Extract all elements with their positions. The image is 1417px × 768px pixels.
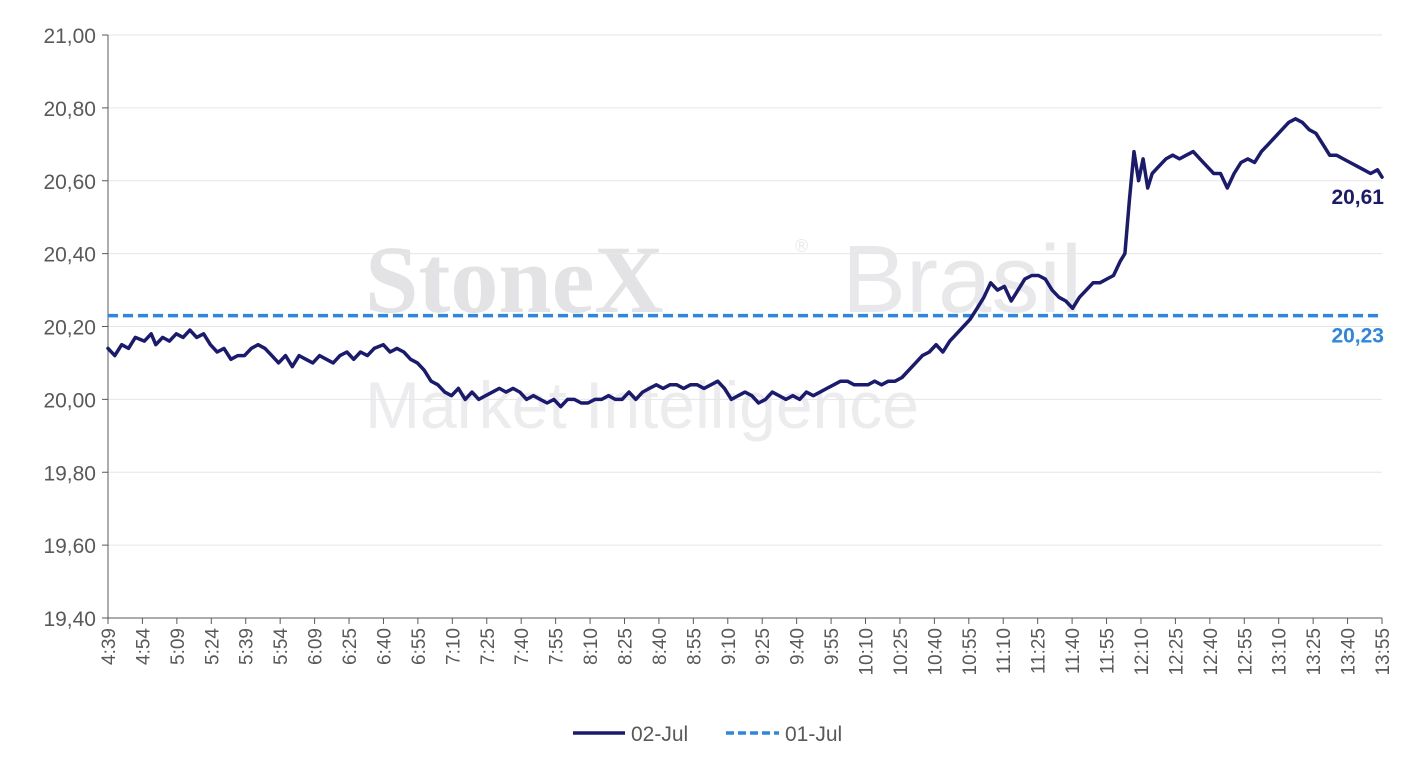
x-tick-label: 5:09 bbox=[168, 628, 189, 665]
watermark-tagline: Market Intelligence bbox=[365, 368, 919, 442]
x-tick-label: 8:10 bbox=[581, 628, 602, 665]
x-tick-label: 8:40 bbox=[650, 628, 671, 665]
data-label-01-jul: 20,23 bbox=[1331, 325, 1384, 348]
legend: 02-Jul 01-Jul bbox=[573, 723, 842, 746]
x-tick-label: 4:54 bbox=[133, 628, 154, 665]
x-tick-label: 9:55 bbox=[822, 628, 843, 665]
series-02-jul-line bbox=[106, 117, 1384, 409]
data-label-02-jul: 20,61 bbox=[1331, 186, 1384, 209]
x-tick-label: 6:40 bbox=[374, 628, 395, 665]
watermark-registered: ® bbox=[795, 236, 808, 256]
y-tick-label: 20,00 bbox=[43, 389, 96, 412]
x-tick-label: 10:40 bbox=[925, 628, 946, 676]
grid-lines bbox=[108, 34, 1382, 546]
x-tick-label: 9:25 bbox=[753, 628, 774, 665]
x-tick-label: 12:40 bbox=[1201, 628, 1222, 676]
x-tick-label: 7:40 bbox=[512, 628, 533, 665]
x-tick-label: 5:54 bbox=[271, 628, 292, 665]
y-tick-label: 20,40 bbox=[43, 244, 96, 267]
y-tick-label: 20,80 bbox=[43, 98, 96, 121]
y-tick-label: 21,00 bbox=[43, 25, 96, 48]
x-tick-label: 8:55 bbox=[684, 628, 705, 665]
x-tick-label: 12:55 bbox=[1235, 628, 1256, 676]
x-tick-label: 12:25 bbox=[1166, 628, 1187, 676]
x-tick-label: 6:25 bbox=[340, 628, 361, 665]
y-tick-label: 19,60 bbox=[43, 535, 96, 558]
x-tick-label: 9:10 bbox=[719, 628, 740, 665]
x-tick-label: 11:40 bbox=[1063, 628, 1084, 674]
x-tick-label: 11:10 bbox=[994, 628, 1015, 674]
x-tick-label: 12:10 bbox=[1132, 628, 1153, 676]
x-tick-label: 4:39 bbox=[99, 628, 120, 665]
x-tick-label: 13:55 bbox=[1373, 628, 1394, 676]
x-tick-label: 6:09 bbox=[306, 628, 327, 665]
axes bbox=[102, 34, 1383, 624]
y-tick-label: 19,80 bbox=[43, 462, 96, 485]
x-tick-label: 9:40 bbox=[788, 628, 809, 665]
series-lines bbox=[106, 117, 1384, 409]
x-tick-label: 5:24 bbox=[202, 628, 223, 665]
x-tick-label: 7:10 bbox=[443, 628, 464, 665]
x-tick-label: 5:39 bbox=[237, 628, 258, 665]
x-tick-label: 10:10 bbox=[857, 628, 878, 676]
x-tick-label: 8:25 bbox=[615, 628, 636, 665]
y-tick-label: 19,40 bbox=[43, 608, 96, 631]
x-tick-label: 7:55 bbox=[547, 628, 568, 665]
legend-label-01-jul: 01-Jul bbox=[785, 723, 842, 746]
x-tick-label: 11:25 bbox=[1029, 628, 1050, 674]
x-tick-label: 10:25 bbox=[891, 628, 912, 676]
x-tick-label: 13:10 bbox=[1270, 628, 1291, 676]
x-tick-label: 10:55 bbox=[960, 628, 981, 676]
x-tick-label: 13:25 bbox=[1304, 628, 1325, 676]
y-tick-label: 20,20 bbox=[43, 317, 96, 340]
legend-label-02-jul: 02-Jul bbox=[631, 723, 688, 746]
y-axis-tick-labels: 21,00 20,80 20,60 20,40 20,20 20,00 19,80 19,60… bbox=[43, 25, 96, 631]
y-tick-label: 20,60 bbox=[43, 171, 96, 194]
watermark: StoneX ® Brasil Market Intelligence bbox=[365, 226, 1082, 442]
x-tick-label: 7:25 bbox=[478, 628, 499, 665]
data-labels: 20,61 20,23 bbox=[1331, 186, 1384, 347]
x-axis-tick-labels: 4:39 4:54 5:09 5:24 5:39 5:54 6:09 6:25 6:40 6:55… bbox=[99, 628, 1394, 676]
x-tick-label: 6:55 bbox=[409, 628, 430, 665]
x-tick-label: 13:40 bbox=[1339, 628, 1360, 676]
x-tick-label: 11:55 bbox=[1098, 628, 1119, 674]
